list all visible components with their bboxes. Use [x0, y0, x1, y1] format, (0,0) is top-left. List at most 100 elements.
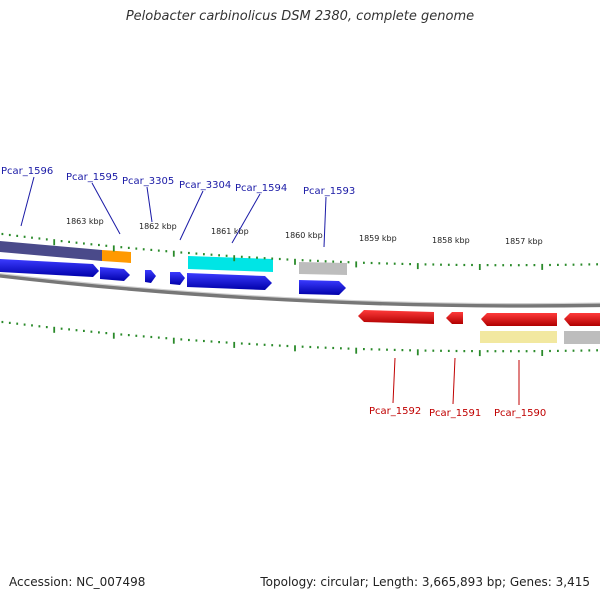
gene-arrow-1592[interactable] [358, 310, 434, 324]
bottom-tick-arc [1, 320, 598, 357]
bottom-tick-minor-69 [517, 350, 520, 353]
gene-feature-1595-region[interactable] [102, 250, 131, 263]
bottom-tick-minor-67 [502, 350, 505, 353]
leader-1594 [231, 193, 261, 244]
bottom-tick-minor-27 [195, 339, 198, 342]
label-pcar-1594[interactable]: Pcar_1594 [235, 183, 287, 194]
top-tick-major-72 [541, 263, 544, 270]
reverse-gene-labels: Pcar_1592 Pcar_1591 Pcar_1590 [369, 357, 546, 419]
bottom-tick-minor-62 [463, 350, 466, 353]
genome-backbone-highlight [0, 272, 600, 305]
bottom-tick-minor-75 [564, 349, 567, 352]
top-tick-minor-2 [8, 233, 11, 237]
bottom-tick-major-32 [233, 341, 236, 348]
top-tick-minor-14 [98, 243, 100, 247]
top-tick-minor-29 [210, 253, 213, 256]
top-tick-minor-6 [38, 237, 41, 240]
top-tick-minor-74 [557, 263, 559, 266]
bottom-tick-minor-20 [142, 335, 145, 338]
bottom-tick-minor-61 [455, 349, 458, 353]
bottom-tick-minor-63 [471, 350, 473, 353]
label-pcar-1595[interactable]: Pcar_1595 [66, 172, 118, 183]
gene-feature-1593-region[interactable] [299, 262, 347, 275]
bottom-tick-minor-54 [401, 349, 404, 352]
gene-feature-1596-region[interactable] [0, 241, 102, 261]
label-pcar-1590[interactable]: Pcar_1590 [494, 408, 546, 419]
bottom-tick-minor-74 [557, 349, 559, 352]
scale-label-1857: 1857 kbp [505, 237, 543, 246]
top-tick-minor-55 [409, 263, 411, 266]
top-tick-minor-69 [517, 264, 520, 267]
top-tick-minor-18 [127, 246, 130, 249]
top-tick-minor-79 [596, 263, 598, 266]
bottom-tick-minor-10 [68, 328, 70, 331]
top-tick-minor-43 [317, 259, 319, 262]
top-tick-major-32 [233, 255, 236, 262]
top-tick-minor-53 [393, 262, 396, 265]
top-tick-minor-5 [31, 236, 33, 239]
label-pcar-1596[interactable]: Pcar_1596 [1, 166, 53, 177]
bottom-tick-minor-34 [248, 342, 251, 345]
bottom-tick-minor-55 [409, 349, 411, 352]
bottom-tick-minor-38 [278, 344, 281, 347]
top-tick-minor-54 [401, 262, 404, 265]
top-tick-minor-49 [363, 261, 365, 264]
bottom-tick-minor-50 [370, 348, 373, 351]
scale-label-1860: 1860 kbp [285, 231, 323, 240]
bottom-tick-major-64 [478, 350, 481, 357]
top-tick-minor-38 [278, 257, 281, 261]
bottom-tick-minor-70 [525, 350, 528, 353]
bottom-tick-minor-22 [157, 336, 160, 339]
bottom-tick-major-56 [416, 349, 419, 356]
top-tick-minor-34 [248, 256, 251, 259]
gene-arrow-1596[interactable] [0, 259, 99, 277]
top-tick-minor-46 [340, 260, 342, 263]
gene-arrow-1591[interactable] [446, 312, 463, 324]
label-pcar-1593[interactable]: Pcar_1593 [303, 186, 355, 197]
scale-label-1863: 1863 kbp [66, 217, 104, 226]
bottom-tick-minor-19 [135, 334, 138, 337]
bottom-tick-minor-66 [494, 350, 497, 353]
gene-arrow-1595[interactable] [100, 267, 130, 281]
scale-label-1859: 1859 kbp [359, 234, 397, 243]
label-pcar-1591[interactable]: Pcar_1591 [429, 408, 481, 419]
gene-feature-1594-region[interactable] [188, 256, 273, 272]
gene-arrow-1593[interactable] [299, 280, 346, 295]
bottom-tick-minor-30 [218, 341, 220, 344]
bottom-tick-minor-15 [105, 332, 108, 335]
bottom-tick-minor-2 [8, 321, 11, 324]
gene-feature-next-region[interactable] [564, 331, 600, 344]
top-tick-minor-1 [1, 232, 4, 236]
bottom-tick-minor-14 [98, 331, 100, 334]
label-pcar-3304[interactable]: Pcar_3304 [179, 180, 231, 191]
gene-arrow-1594[interactable] [187, 273, 272, 290]
top-tick-minor-57 [424, 263, 427, 266]
leader-3304 [179, 190, 204, 241]
bottom-tick-minor-18 [127, 334, 130, 337]
top-tick-arc [1, 232, 598, 270]
label-pcar-3305[interactable]: Pcar_3305 [122, 176, 174, 187]
gene-arrow-3305[interactable] [145, 270, 156, 283]
gene-arrow-1590[interactable] [481, 313, 557, 326]
bottom-tick-minor-57 [424, 349, 427, 352]
gene-arrow-next[interactable] [564, 313, 600, 326]
bottom-tick-minor-60 [447, 349, 450, 352]
label-pcar-1592[interactable]: Pcar_1592 [369, 406, 421, 417]
bottom-tick-minor-42 [309, 345, 312, 349]
bottom-tick-minor-77 [580, 349, 583, 352]
bottom-tick-minor-21 [150, 335, 153, 339]
gene-feature-1590-region[interactable] [480, 331, 557, 343]
bottom-tick-minor-35 [256, 343, 258, 346]
top-tick-minor-60 [447, 263, 450, 266]
bottom-tick-minor-44 [324, 346, 327, 349]
top-tick-minor-77 [580, 263, 583, 266]
bottom-tick-minor-6 [38, 325, 41, 328]
gene-arrow-3304[interactable] [170, 272, 185, 285]
top-tick-minor-58 [432, 263, 435, 266]
bottom-tick-minor-71 [533, 350, 536, 353]
bottom-tick-minor-31 [225, 341, 228, 344]
top-tick-minor-68 [510, 264, 512, 267]
top-tick-minor-31 [225, 254, 228, 257]
top-tick-minor-76 [572, 263, 575, 266]
top-tick-minor-41 [301, 259, 304, 262]
